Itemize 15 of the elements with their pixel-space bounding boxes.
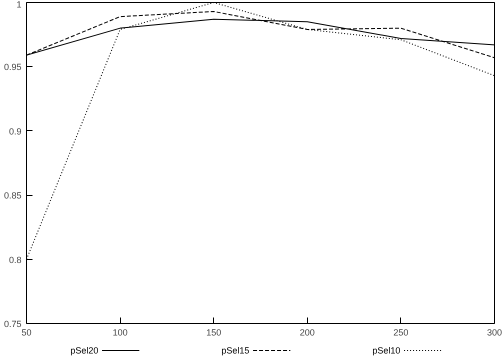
y-tick-label: 0.8 bbox=[8, 254, 22, 265]
y-tick-label: 1 bbox=[16, 0, 22, 10]
legend-label: pSel10 bbox=[372, 346, 400, 356]
legend-label: pSel15 bbox=[221, 346, 250, 356]
legend-label: pSel20 bbox=[70, 346, 98, 356]
x-tick-label: 100 bbox=[112, 328, 128, 338]
x-tick-label: 150 bbox=[206, 328, 222, 338]
x-tick-label: 300 bbox=[486, 328, 502, 338]
x-tick-label: 250 bbox=[393, 328, 408, 338]
y-tick-label: 0.95 bbox=[4, 62, 22, 72]
y-tick-label: 0.75 bbox=[4, 319, 22, 329]
x-tick-label: 50 bbox=[21, 328, 32, 338]
y-tick-label: 0.85 bbox=[4, 190, 22, 201]
y-tick-label: 0.9 bbox=[8, 126, 22, 136]
x-tick-label: 200 bbox=[300, 328, 315, 338]
